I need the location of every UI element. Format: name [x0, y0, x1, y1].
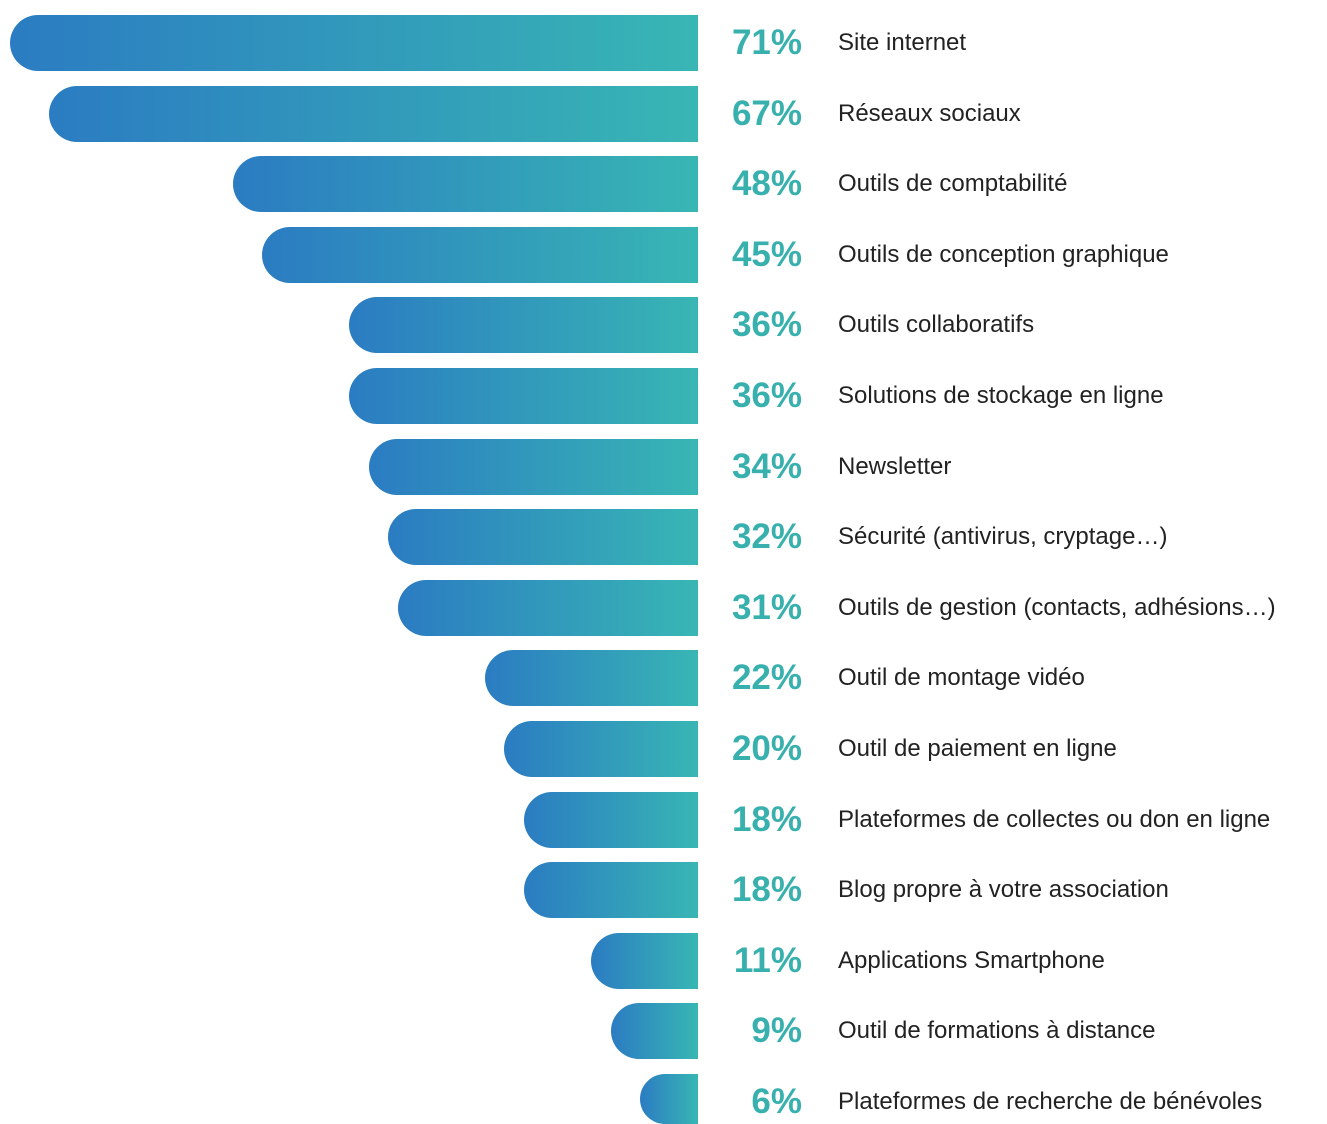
category-label: Plateformes de collectes ou don en ligne: [838, 806, 1271, 833]
category-label: Outil de paiement en ligne: [838, 735, 1117, 762]
bar: [591, 933, 698, 989]
value-label: 18%: [731, 870, 802, 909]
value-label: 22%: [731, 658, 802, 697]
value-label: 18%: [731, 800, 802, 839]
bar: [233, 156, 698, 212]
value-label: 67%: [731, 94, 802, 133]
category-label: Outils collaboratifs: [838, 311, 1035, 338]
value-label: 36%: [731, 305, 802, 344]
category-label: Blog propre à votre association: [838, 876, 1169, 903]
bar: [640, 1074, 698, 1124]
bar: [485, 650, 698, 706]
category-label: Applications Smartphone: [838, 947, 1105, 974]
value-label: 34%: [731, 447, 802, 486]
bar: [262, 227, 698, 283]
category-label: Solutions de stockage en ligne: [838, 382, 1164, 409]
category-label: Site internet: [838, 29, 967, 56]
category-label: Sécurité (antivirus, cryptage…): [838, 523, 1168, 550]
bar: [398, 580, 698, 636]
value-label: 9%: [751, 1011, 802, 1050]
bar: [49, 86, 698, 142]
value-label: 48%: [731, 164, 802, 203]
value-label: 45%: [731, 235, 802, 274]
bar: [524, 862, 698, 918]
bar: [10, 15, 698, 71]
category-label: Outils de gestion (contacts, adhésions…): [838, 594, 1276, 621]
value-label: 32%: [731, 517, 802, 556]
bar: [524, 792, 698, 848]
category-label: Newsletter: [838, 453, 952, 480]
value-label: 71%: [731, 23, 802, 62]
category-label: Plateformes de recherche de bénévoles: [838, 1088, 1263, 1115]
bar: [369, 439, 698, 495]
value-label: 31%: [731, 588, 802, 627]
category-label: Outils de conception graphique: [838, 241, 1169, 268]
bar: [388, 509, 698, 565]
value-label: 11%: [733, 941, 802, 980]
value-label: 6%: [751, 1082, 802, 1121]
category-label: Outil de montage vidéo: [838, 664, 1085, 691]
bar: [611, 1003, 698, 1059]
category-label: Réseaux sociaux: [838, 100, 1021, 127]
value-label: 36%: [731, 376, 802, 415]
value-label: 20%: [731, 729, 802, 768]
bar: [349, 368, 698, 424]
bar: [504, 721, 698, 777]
category-label: Outils de comptabilité: [838, 170, 1068, 197]
category-label: Outil de formations à distance: [838, 1017, 1156, 1044]
bar: [349, 297, 698, 353]
